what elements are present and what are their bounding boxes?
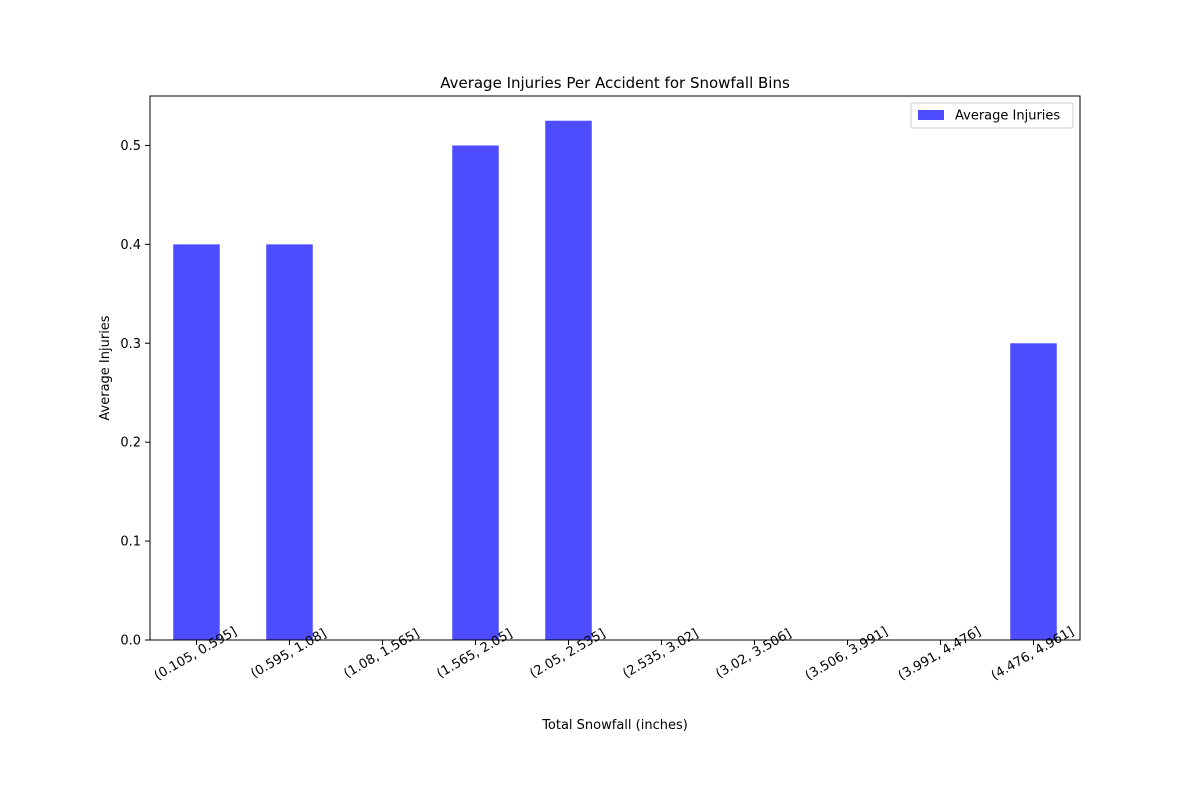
y-axis-label: Average Injuries xyxy=(98,315,113,420)
chart-title: Average Injuries Per Accident for Snowfa… xyxy=(440,74,790,92)
bars-layer xyxy=(173,120,1057,641)
y-tick-label: 0.5 xyxy=(120,139,141,154)
y-tick-label: 0.4 xyxy=(120,238,141,253)
legend-swatch xyxy=(918,110,944,120)
plot-area-frame xyxy=(149,95,1081,641)
y-axis: 0.0 0.1 0.2 0.3 0.4 0.5 xyxy=(120,139,150,649)
bar-1 xyxy=(266,244,313,640)
x-axis-label: Total Snowfall (inches) xyxy=(541,718,688,733)
legend: Average Injuries xyxy=(910,102,1074,129)
bar-0 xyxy=(173,244,220,640)
bar-4 xyxy=(545,120,592,640)
y-tick-label: 0.2 xyxy=(120,436,141,451)
legend-box xyxy=(910,102,1074,129)
y-tick-label: 0.0 xyxy=(120,634,141,649)
bar-3 xyxy=(452,145,499,641)
y-tick-label: 0.3 xyxy=(120,337,141,352)
y-tick-label: 0.1 xyxy=(120,535,141,550)
bar-9 xyxy=(1010,343,1057,640)
legend-label: Average Injuries xyxy=(955,109,1060,124)
